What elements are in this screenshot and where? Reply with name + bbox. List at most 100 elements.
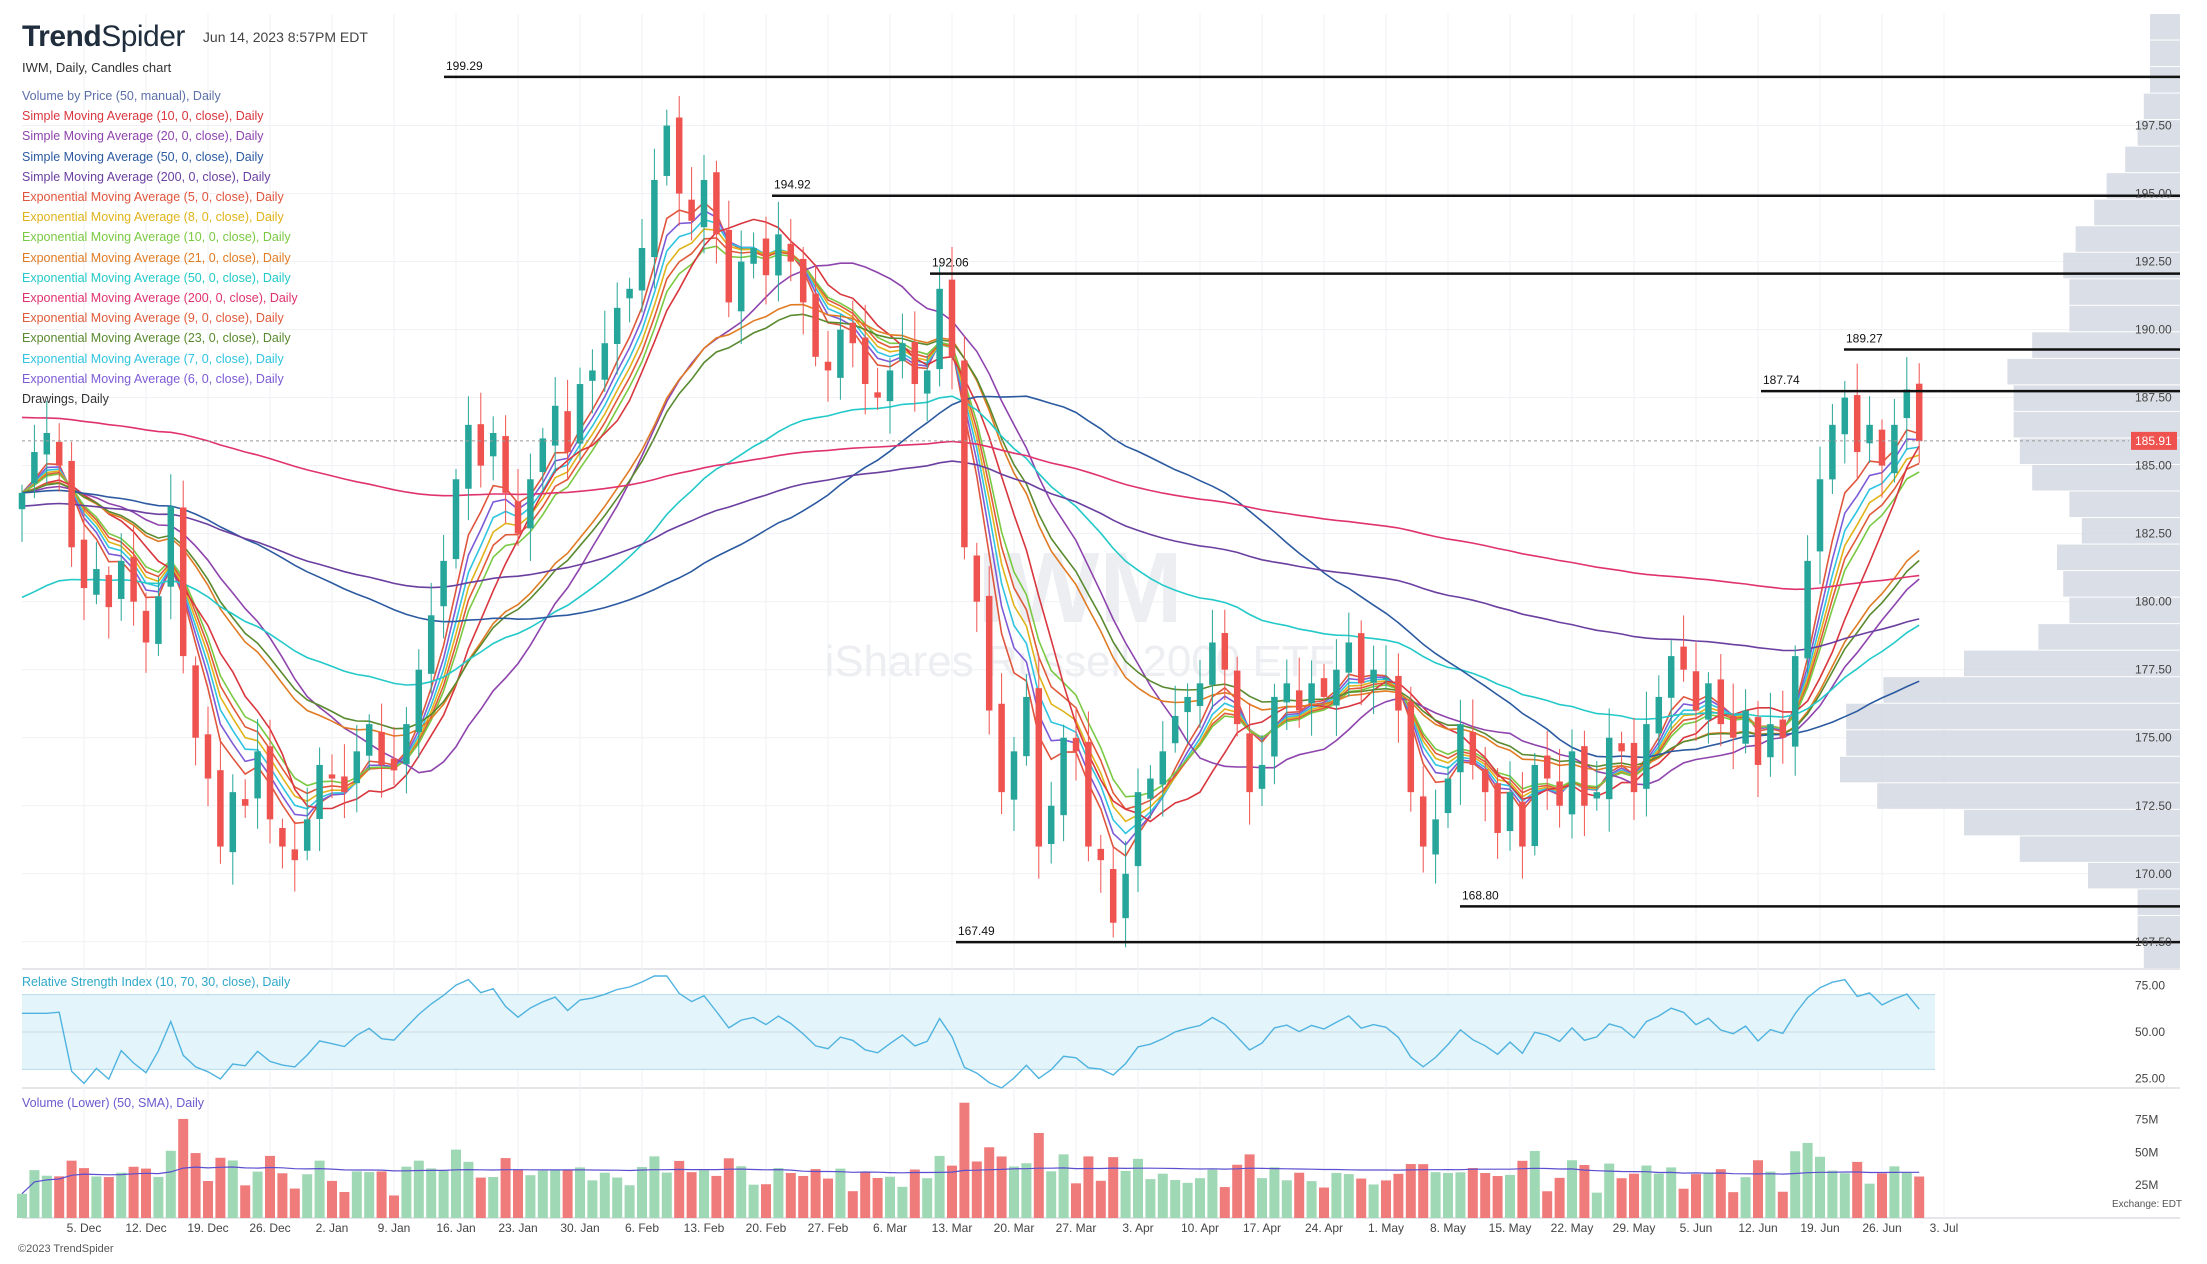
- candle-body: [576, 384, 584, 444]
- candle-body: [1568, 751, 1576, 815]
- volume-bar: [661, 1172, 672, 1218]
- legend-item[interactable]: Simple Moving Average (50, 0, close), Da…: [22, 149, 264, 164]
- volume-bar: [785, 1172, 796, 1218]
- legend-item[interactable]: Exponential Moving Average (8, 0, close)…: [22, 210, 284, 225]
- moving-averages-layer: [21, 201, 1920, 858]
- y-tick-label: 175.00: [2135, 731, 2172, 745]
- candle-body: [1345, 642, 1353, 673]
- volume-bar: [1492, 1176, 1503, 1218]
- volume-bar: [1405, 1164, 1416, 1218]
- volume-bar: [1170, 1180, 1181, 1218]
- candle-body: [217, 770, 224, 847]
- legend-item[interactable]: Drawings, Daily: [22, 392, 109, 407]
- volume-bar: [1257, 1178, 1267, 1218]
- volume-panel: Volume (Lower) (50, SMA), Daily: [17, 1096, 1925, 1218]
- vbp-bar: [2150, 67, 2180, 93]
- last-price-tag: [2131, 431, 2177, 450]
- volume-bar: [1753, 1160, 1763, 1218]
- candle-body: [1804, 560, 1811, 659]
- volume-bar: [339, 1191, 350, 1218]
- y-tick-label: 197.50: [2135, 119, 2172, 133]
- volume-bar: [314, 1160, 325, 1218]
- price-level-label: 168.80: [1462, 888, 1499, 902]
- candle-body: [130, 557, 137, 602]
- volume-tick-label: 25M: [2135, 1178, 2158, 1192]
- volume-bar: [1666, 1167, 1677, 1218]
- volume-bar: [1802, 1142, 1813, 1218]
- candle-body: [1134, 792, 1142, 867]
- volume-bar: [748, 1184, 759, 1218]
- x-tick-label: 26. Dec: [249, 1221, 290, 1235]
- volume-bar: [240, 1185, 251, 1218]
- vbp-bar: [2013, 385, 2180, 411]
- vbp-bar: [2088, 862, 2180, 889]
- volume-bar: [575, 1167, 585, 1218]
- legend-item[interactable]: Simple Moving Average (20, 0, close), Da…: [22, 129, 264, 144]
- candle-body: [700, 179, 708, 228]
- candle-body: [837, 329, 844, 378]
- candle-body: [1791, 656, 1799, 747]
- legend-item[interactable]: Simple Moving Average (200, 0, close), D…: [22, 169, 271, 184]
- axis-layer: 5. Dec 12. Dec 19. Dec 26. Dec 2. Jan 9. Jan 1…: [22, 119, 2177, 1235]
- candle-body: [874, 392, 881, 398]
- legend-item[interactable]: Volume by Price (50, manual), Daily: [22, 89, 221, 103]
- legend-item[interactable]: Exponential Moving Average (10, 0, close…: [22, 230, 291, 245]
- legend-item[interactable]: Exponential Moving Average (6, 0, close)…: [22, 371, 284, 386]
- volume-bar: [1653, 1173, 1664, 1218]
- horizontal-levels-layer[interactable]: 199.29 194.92 192.06 189.27 187.74 168.80 167.…: [444, 59, 2180, 944]
- candle-body: [489, 433, 497, 457]
- legend-item[interactable]: Simple Moving Average (10, 0, close), Da…: [22, 109, 264, 124]
- brand-logo[interactable]: TrendSpider: [22, 20, 185, 54]
- volume-bar: [451, 1149, 461, 1218]
- candle-body: [564, 411, 571, 453]
- volume-bar: [1418, 1164, 1429, 1218]
- volume-bar: [1901, 1172, 1912, 1218]
- volume-bar: [860, 1172, 871, 1218]
- candle-body: [1357, 633, 1365, 684]
- vbp-bar: [2094, 199, 2180, 226]
- candle-body: [688, 199, 695, 221]
- legend-item[interactable]: Exponential Moving Average (7, 0, close)…: [22, 351, 284, 366]
- volume-bar: [1443, 1172, 1453, 1218]
- volume-bar: [426, 1168, 437, 1218]
- legend-item[interactable]: Exponential Moving Average (21, 0, close…: [22, 250, 291, 265]
- legend-item[interactable]: Exponential Moving Average (5, 0, close)…: [22, 190, 284, 205]
- candle-body: [1469, 732, 1477, 765]
- x-tick-label: 30. Jan: [560, 1221, 599, 1235]
- legend-item[interactable]: Exponential Moving Average (50, 0, close…: [22, 270, 291, 285]
- candle-body: [1382, 677, 1390, 680]
- candle-body: [737, 261, 745, 312]
- volume-bar: [773, 1168, 784, 1218]
- legend-item[interactable]: Exponential Moving Average (9, 0, close)…: [22, 311, 284, 326]
- candle-body: [1308, 683, 1315, 704]
- candle-body: [1618, 743, 1625, 752]
- candle-body: [1531, 764, 1539, 847]
- candle-body: [43, 433, 51, 455]
- candle-body: [465, 424, 472, 489]
- volume-bar: [761, 1184, 771, 1218]
- moving-average-line: [21, 416, 1920, 591]
- candle-body: [440, 560, 447, 607]
- brand-bold: Trend: [22, 20, 102, 53]
- candle-body: [1915, 383, 1923, 442]
- volume-bar: [327, 1180, 337, 1218]
- candle-body: [911, 342, 919, 385]
- legend-item[interactable]: Exponential Moving Average (200, 0, clos…: [22, 291, 298, 306]
- candle-body: [539, 438, 547, 473]
- legend-item[interactable]: Exponential Moving Average (23, 0, close…: [22, 331, 291, 346]
- volume-bar: [649, 1156, 660, 1218]
- candle-body: [775, 234, 782, 276]
- moving-average-line: [21, 460, 1920, 652]
- volume-bar: [1554, 1177, 1565, 1218]
- volume-bar: [1393, 1173, 1404, 1218]
- volume-bar: [79, 1168, 89, 1218]
- volume-bar: [1505, 1174, 1515, 1218]
- volume-bar: [810, 1169, 821, 1218]
- vbp-bar: [2038, 624, 2180, 650]
- volume-bar: [389, 1195, 399, 1218]
- candle-body: [1829, 424, 1836, 480]
- y-tick-label: 190.00: [2135, 323, 2172, 337]
- candle-body: [1841, 397, 1849, 435]
- volume-bar: [872, 1177, 883, 1218]
